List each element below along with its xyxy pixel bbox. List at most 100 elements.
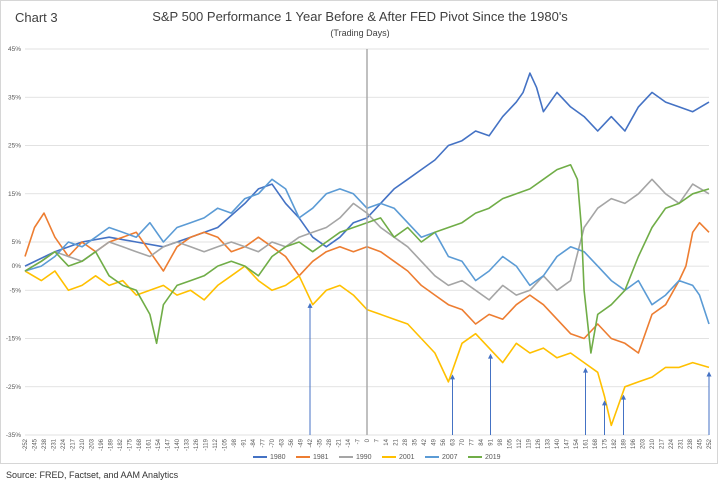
x-tick-label: -238 — [42, 438, 48, 451]
legend-label-2001: 2001 — [399, 454, 415, 461]
x-tick-label: 133 — [546, 438, 552, 449]
y-tick-label: -25% — [6, 384, 21, 391]
x-tick-label: 189 — [622, 438, 628, 449]
x-tick-label: -252 — [23, 438, 29, 451]
trough-arrowhead — [706, 371, 712, 377]
x-tick-label: -203 — [90, 438, 96, 451]
y-tick-label: 25% — [8, 143, 21, 150]
trough-arrowhead — [602, 400, 607, 406]
x-tick-label: -210 — [80, 438, 86, 451]
x-tick-label: -168 — [137, 438, 143, 451]
x-tick-label: 147 — [565, 438, 571, 449]
x-tick-label: -147 — [166, 438, 172, 451]
trough-arrowhead — [583, 367, 588, 373]
x-tick-label: -189 — [109, 438, 115, 451]
x-tick-label: -91 — [242, 438, 248, 447]
x-tick-label: 21 — [394, 438, 400, 445]
y-tick-label: 45% — [8, 46, 21, 53]
x-tick-label: 140 — [555, 438, 561, 449]
trough-arrowhead — [450, 374, 455, 380]
x-tick-label: 119 — [527, 438, 533, 448]
y-tick-label: 5% — [12, 239, 22, 246]
x-tick-label: -161 — [147, 438, 153, 451]
x-tick-label: -140 — [175, 438, 181, 451]
series-line-2019 — [24, 164, 710, 354]
x-tick-label: 49 — [432, 438, 438, 445]
series-line-2001 — [24, 265, 710, 427]
x-tick-label: 63 — [451, 438, 457, 445]
x-tick-label: 161 — [584, 438, 590, 449]
x-tick-label: 252 — [707, 438, 713, 449]
trough-arrowhead — [621, 394, 626, 400]
line-chart: 45%35%25%15%5%0%-5%-15%-25%-35%-252 -245-… — [6, 46, 713, 461]
trough-arrowhead — [307, 302, 313, 308]
y-tick-label: 0% — [12, 263, 22, 270]
x-tick-label: 168 — [593, 438, 599, 449]
y-tick-label: 15% — [8, 191, 21, 198]
x-tick-label: -77 — [261, 438, 267, 447]
x-tick-label: 203 — [641, 438, 647, 449]
x-tick-label: -105 — [223, 438, 229, 451]
x-tick-label: -133 — [185, 438, 191, 451]
x-tick-label: 224 — [669, 438, 675, 449]
source-note: Source: FRED, Factset, and AAM Analytics — [6, 470, 179, 480]
x-tick-label: 231 — [679, 438, 685, 449]
x-tick-label: 91 — [489, 438, 495, 445]
x-tick-label: -175 — [128, 438, 134, 451]
x-tick-label: -119 — [204, 438, 210, 450]
y-tick-label: -5% — [9, 287, 21, 294]
x-tick-label: 35 — [413, 438, 419, 445]
x-tick-label: 105 — [508, 438, 514, 449]
x-tick-label: 182 — [612, 438, 618, 449]
x-tick-label: -217 — [71, 438, 77, 451]
x-tick-label: -14 — [346, 438, 352, 447]
x-tick-label: 14 — [384, 438, 390, 445]
series-line-1980 — [24, 72, 710, 267]
x-tick-label: 84 — [479, 438, 485, 445]
x-tick-label: -196 — [99, 438, 105, 451]
y-tick-label: 35% — [8, 94, 21, 101]
trough-arrowhead — [488, 353, 493, 359]
legend-label-2007: 2007 — [442, 454, 458, 461]
x-tick-label: -154 — [156, 438, 162, 451]
x-tick-label: -7 — [356, 438, 362, 444]
series-line-2007 — [24, 178, 710, 325]
chart-subtitle: (Trading Days) — [330, 28, 390, 38]
x-tick-label: -63 — [280, 438, 286, 447]
x-tick-label: -56 — [289, 438, 295, 447]
x-tick-label: -35 — [318, 438, 324, 447]
x-tick-label: 70 — [460, 438, 466, 445]
x-tick-label: 217 — [660, 438, 666, 449]
x-tick-label: 7 — [375, 438, 381, 442]
x-tick-label: 245 — [698, 438, 704, 449]
x-tick-label: -224 — [61, 438, 67, 451]
series-line-1981 — [24, 212, 710, 354]
x-tick-label: 56 — [441, 438, 447, 445]
x-tick-label: -21 — [337, 438, 343, 447]
x-tick-label: 175 — [603, 438, 609, 449]
x-tick-label: -28 — [327, 438, 333, 447]
y-tick-label: -35% — [6, 432, 21, 439]
chart-title: S&P 500 Performance 1 Year Before & Afte… — [152, 9, 568, 24]
y-tick-label: -15% — [6, 336, 21, 343]
x-tick-label: -231 — [52, 438, 58, 451]
x-tick-label: 77 — [470, 438, 476, 445]
legend-label-1990: 1990 — [356, 454, 372, 461]
x-tick-label: -112 — [213, 438, 219, 450]
x-tick-label: -245 — [33, 438, 39, 451]
legend-label-1981: 1981 — [313, 454, 329, 461]
x-tick-label: -84 — [251, 438, 257, 447]
x-tick-label: 98 — [498, 438, 504, 445]
chart-frame: Chart 3 S&P 500 Performance 1 Year Befor… — [0, 0, 718, 464]
x-tick-label: -126 — [194, 438, 200, 451]
x-tick-label: -182 — [118, 438, 124, 451]
x-tick-label: 154 — [574, 438, 580, 449]
x-tick-label: 196 — [631, 438, 637, 449]
legend-label-1980: 1980 — [270, 454, 286, 461]
x-tick-label: 126 — [536, 438, 542, 449]
x-tick-label: 238 — [688, 438, 694, 449]
x-tick-label: -42 — [308, 438, 314, 447]
x-tick-label: 28 — [403, 438, 409, 445]
x-tick-label: -98 — [232, 438, 238, 447]
x-tick-label: -49 — [299, 438, 305, 447]
